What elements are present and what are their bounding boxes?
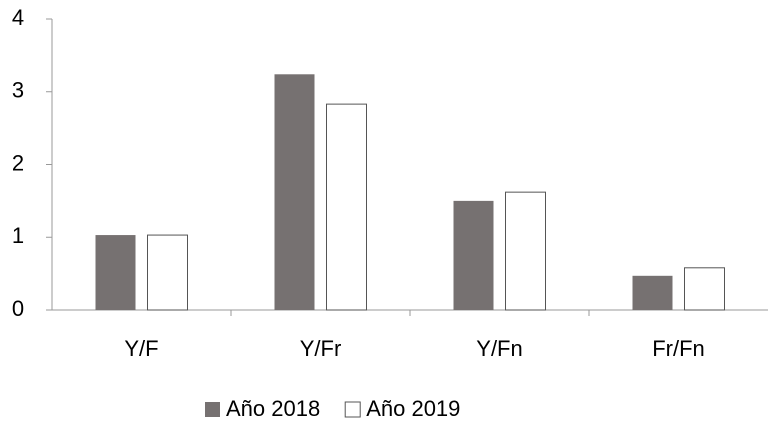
legend-label: Año 2019 [366,396,460,421]
bar [453,200,494,310]
bar [326,103,367,311]
bar [95,235,136,310]
x-tick-label: Fr/Fn [652,336,705,361]
bar [147,234,188,311]
x-tick-label: Y/Fn [476,336,522,361]
y-tick-label: 1 [12,223,24,248]
legend-swatch [205,402,220,417]
legend-label: Año 2018 [226,396,320,421]
y-tick-label: 0 [12,296,24,321]
y-tick-label: 4 [12,5,24,30]
x-tick-label: Y/F [124,336,158,361]
bar [632,275,673,310]
x-tick-label: Y/Fr [300,336,342,361]
bar [505,191,546,311]
y-tick-label: 3 [12,78,24,103]
legend-swatch [344,401,361,418]
bar [684,267,725,311]
y-tick-label: 2 [12,150,24,175]
bar [274,74,315,310]
